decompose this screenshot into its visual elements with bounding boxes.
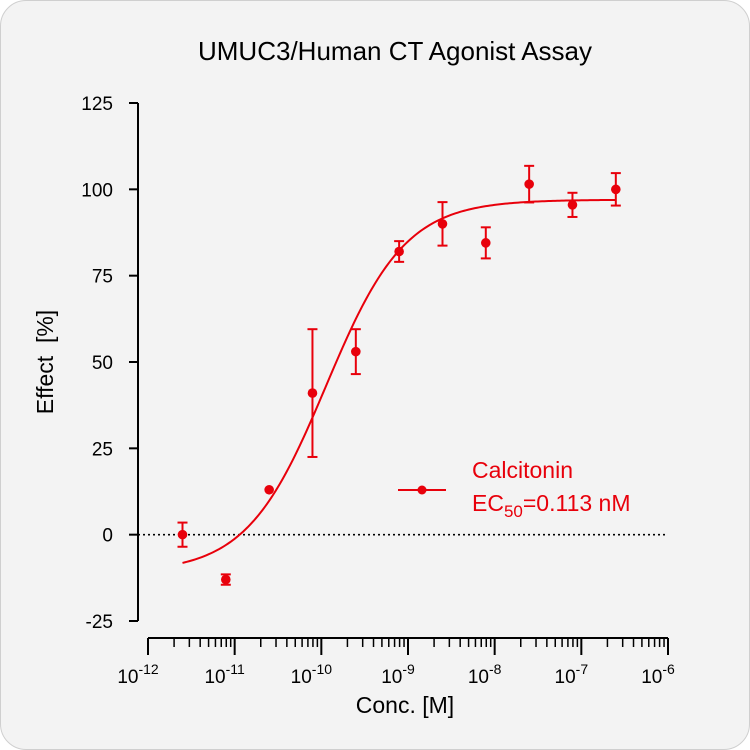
x-tick-label: 10-12 [117, 661, 159, 688]
data-point [394, 240, 405, 263]
x-tick-label: 10-10 [291, 661, 333, 688]
data-marker [567, 200, 578, 210]
y-tick-label: -25 [86, 612, 113, 633]
data-point [480, 226, 491, 260]
data-point [567, 191, 578, 218]
data-marker [611, 184, 621, 195]
data-marker [220, 574, 231, 585]
data-points [177, 164, 621, 586]
x-axis-label: Conc. [M] [356, 692, 454, 718]
x-tick-label: 10-6 [641, 661, 675, 688]
data-point [524, 164, 535, 204]
data-marker [524, 179, 534, 189]
data-marker [177, 529, 188, 540]
legend-ec50: EC50=0.113 nM [472, 490, 631, 521]
chart-title: UMUC3/Human CT Agonist Assay [198, 36, 592, 66]
legend: Calcitonin EC50=0.113 nM [398, 457, 631, 521]
data-point [610, 172, 621, 207]
data-point [437, 201, 448, 247]
ec50-subscript: 50 [504, 502, 523, 521]
x-tick-label: 10-7 [555, 661, 589, 688]
data-point [307, 328, 318, 458]
x-tick-label: 10-8 [468, 661, 502, 688]
y-tick-label: 0 [102, 526, 113, 547]
data-point [350, 328, 361, 376]
y-ticks: 125 100 75 50 25 0 -25 [81, 94, 138, 633]
y-axis-label: Effect [%] [32, 310, 58, 414]
legend-marker [417, 485, 427, 495]
data-marker [307, 388, 318, 398]
y-tick-label: 25 [92, 439, 113, 460]
data-marker [264, 484, 274, 495]
data-point [220, 573, 231, 586]
y-tick-label: 100 [81, 180, 113, 201]
data-marker [480, 238, 491, 248]
x-tick-label: 10-9 [381, 661, 415, 688]
y-tick-label: 75 [92, 267, 113, 288]
x-tick-label: 10-11 [204, 661, 245, 688]
x-ticks: 10-12 10-11 10-10 10-9 10-8 10-7 10-6 [117, 638, 675, 688]
ec50-prefix: EC [472, 490, 504, 516]
data-marker [394, 246, 404, 257]
data-point [177, 521, 188, 548]
y-tick-label: 50 [92, 353, 113, 374]
data-point [264, 484, 274, 495]
ec50-value: =0.113 nM [523, 490, 631, 516]
data-marker [437, 219, 448, 229]
data-marker [351, 346, 361, 357]
y-tick-label: 125 [81, 94, 113, 115]
legend-label: Calcitonin [472, 457, 573, 483]
